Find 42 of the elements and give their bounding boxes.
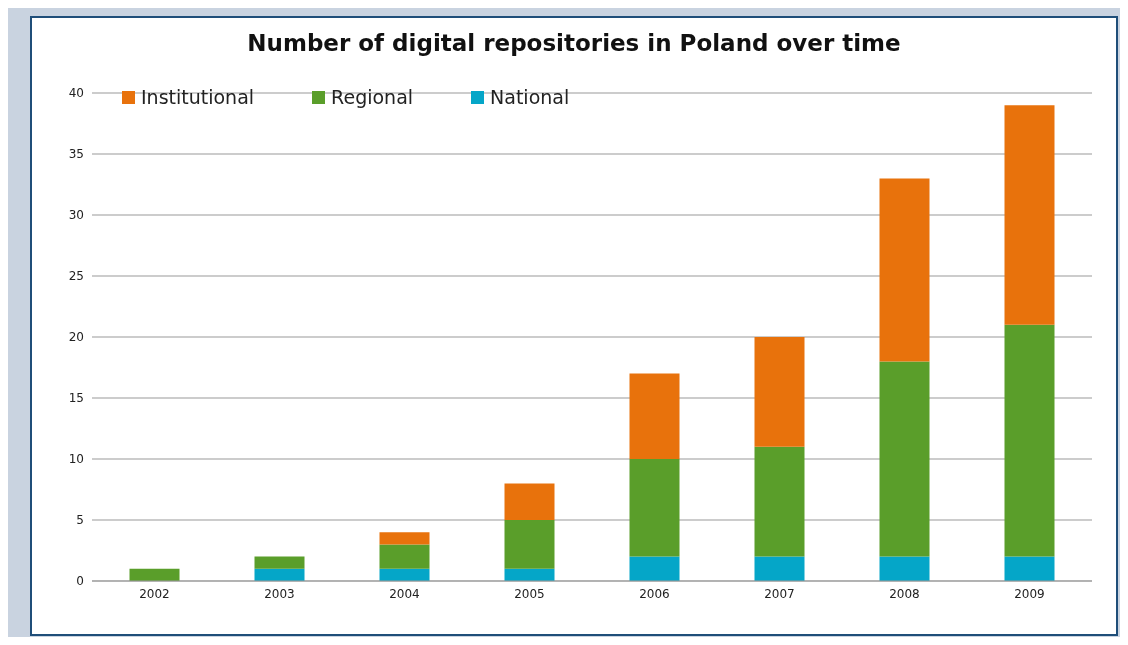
x-tick-label: 2007: [764, 586, 795, 601]
bar: [1004, 105, 1055, 325]
y-tick-label: 40: [68, 86, 84, 101]
x-tick-label: 2002: [139, 586, 170, 601]
bar: [879, 556, 930, 581]
bar: [754, 337, 805, 447]
chart-title: Number of digital repositories in Poland over time: [246, 30, 902, 56]
legend-label: Regional: [330, 86, 414, 108]
y-tick-label: 0: [76, 574, 84, 589]
x-tick-label: 2003: [264, 586, 295, 601]
x-tick-label: 2009: [1014, 586, 1045, 601]
y-tick-label: 25: [68, 269, 84, 284]
y-tick-label: 35: [68, 147, 84, 162]
bar: [1004, 556, 1055, 581]
y-tick-label: 10: [68, 452, 84, 467]
bar: [879, 361, 930, 557]
y-tick-label: 5: [76, 513, 84, 528]
legend-label: National: [489, 86, 570, 108]
bar: [379, 544, 430, 569]
bar: [754, 556, 805, 581]
bar: [629, 459, 680, 557]
x-tick-label: 2006: [639, 586, 670, 601]
bar: [629, 556, 680, 581]
y-tick-label: 15: [68, 391, 84, 406]
x-tick-label: 2004: [389, 586, 420, 601]
bar: [254, 556, 305, 569]
x-tick-label: 2008: [889, 586, 920, 601]
y-tick-label: 30: [68, 208, 84, 223]
bar: [504, 483, 555, 520]
y-tick-label: 20: [68, 330, 84, 345]
bar: [379, 568, 430, 581]
bar: [754, 446, 805, 557]
x-tick-label: 2005: [514, 586, 545, 601]
bar: [629, 373, 680, 459]
bar: [504, 520, 555, 569]
bar: [129, 568, 180, 581]
bar: [379, 532, 430, 545]
bar: [879, 178, 930, 362]
legend-label: Institutional: [140, 86, 255, 108]
bar: [1004, 324, 1055, 557]
bar: [504, 568, 555, 581]
bar: [254, 568, 305, 581]
